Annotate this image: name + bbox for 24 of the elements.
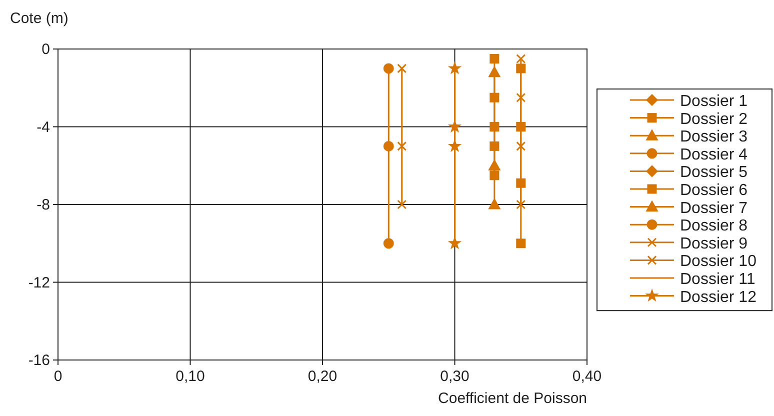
x-tick-label: 0,40 xyxy=(572,368,602,385)
legend-label: Dossier 2 xyxy=(680,110,748,128)
y-tick-label: -8 xyxy=(36,196,50,214)
legend-label: Dossier 1 xyxy=(680,93,748,110)
legend-label: Dossier 3 xyxy=(680,128,748,146)
x-tick-label: 0 xyxy=(54,368,62,385)
legend-label: Dossier 7 xyxy=(680,200,748,217)
legend-label: Dossier 6 xyxy=(680,182,748,199)
x-tick-label: 0,30 xyxy=(440,368,470,385)
x-tick-label: 0,20 xyxy=(308,368,338,385)
x-axis-title: Coefficient de Poisson xyxy=(438,390,587,407)
y-tick-label: 0 xyxy=(42,41,50,58)
legend-label: Dossier 9 xyxy=(680,235,748,252)
legend-label: Dossier 11 xyxy=(680,271,756,288)
x-tick-label: 0,10 xyxy=(176,368,205,385)
y-axis-title: Cote (m) xyxy=(10,10,68,27)
legend-label: Dossier 8 xyxy=(680,218,748,235)
legend-label: Dossier 5 xyxy=(680,164,748,182)
y-tick-label: -4 xyxy=(36,118,50,136)
y-tick-label: -12 xyxy=(28,274,50,292)
y-tick-label: -16 xyxy=(28,352,50,369)
legend-label: Dossier 4 xyxy=(680,146,748,164)
legend-label: Dossier 10 xyxy=(680,253,757,270)
legend-label: Dossier 12 xyxy=(680,288,757,306)
